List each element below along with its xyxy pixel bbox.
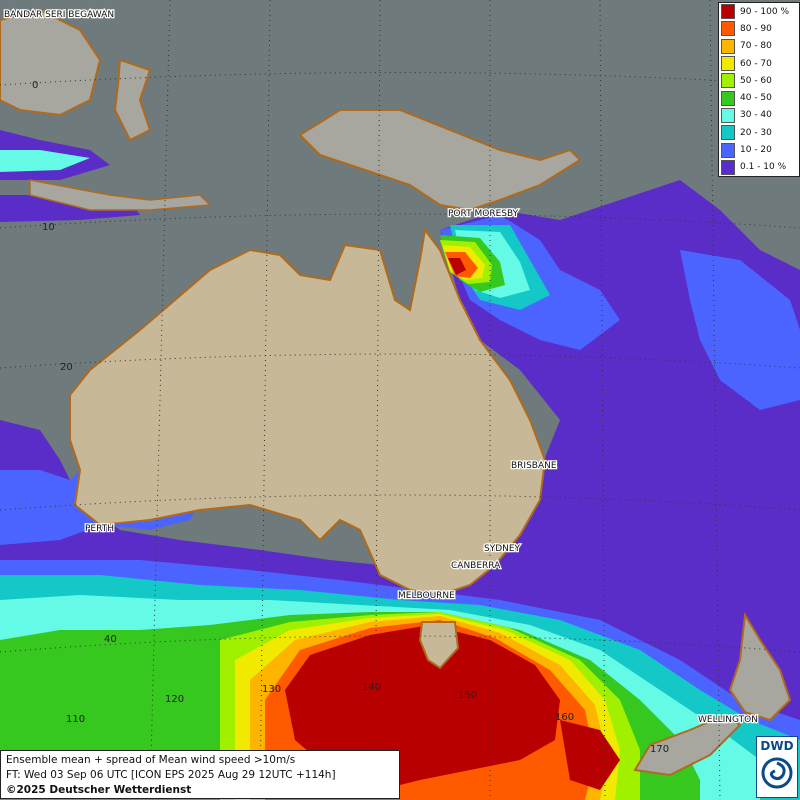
city-wellington: WELLINGTON [698,715,758,725]
lon-label-120: 120 [165,694,184,705]
legend-row: 60 - 70 [719,55,799,72]
lat-label-20: 20 [60,362,73,373]
legend-swatch [721,73,735,89]
tasmania-land [418,621,460,670]
lon-line-130 [259,0,271,800]
legend-swatch [721,159,735,175]
lat-label-10: 10 [42,222,55,233]
cities: BANDAR SERI BEGAWAN PORT MORESBY BRISBAN… [3,9,759,727]
legend-swatch [721,125,735,141]
legend-swatch [721,107,735,123]
city-melbourne: MELBOURNE [398,591,455,601]
legend-swatch [721,21,735,37]
grid-labels: 0 10 20 40 110 120 130 140 150 160 170 [32,80,669,755]
field-90-100 [285,625,560,790]
new-guinea-land [298,109,582,212]
lesser-sunda-land [29,179,212,211]
legend-label: 10 - 20 [740,145,772,156]
australia-land [69,227,547,597]
lon-line-140 [374,0,381,800]
legend-row: 10 - 20 [719,141,799,158]
legend-swatch [721,4,735,20]
nz-north-land [728,611,792,722]
lat-line-10 [0,213,800,229]
city-port-moresby: PORT MORESBY [448,209,519,219]
lat-line-20 [0,353,800,369]
lat-line-40 [0,635,800,653]
lat-line-30 [0,494,800,511]
legend-label: 80 - 90 [740,23,772,34]
legend-label: 20 - 30 [740,127,772,138]
legend: 90 - 100 % 80 - 90 70 - 80 60 - 70 50 - 60 40… [718,2,800,177]
legend-label: 30 - 40 [740,110,772,121]
legend-label: 0.1 - 10 % [740,162,787,173]
lon-label-150: 150 [458,690,477,701]
copyright-text: ©2025 Deutscher Wetterdienst [6,784,192,796]
lon-line-160 [599,0,606,800]
city-bandar-seri-begawan: BANDAR SERI BEGAWAN [4,10,114,20]
dwd-logo: DWD [756,736,798,798]
legend-label: 90 - 100 % [740,6,790,17]
legend-row: 70 - 80 [719,38,799,55]
lon-label-140: 140 [362,682,381,693]
legend-label: 60 - 70 [740,58,772,69]
land [0,8,792,777]
legend-label: 50 - 60 [740,75,772,86]
city-brisbane: BRISBANE [511,461,557,471]
lon-line-120 [149,0,171,800]
legend-row: 30 - 40 [719,107,799,124]
legend-swatch [721,142,735,158]
field-30-40-c [0,150,90,172]
lat-label-40: 40 [104,634,117,645]
lon-label-110: 110 [66,714,85,725]
lon-label-130: 130 [262,684,281,695]
legend-row: 0.1 - 10 % [719,159,799,176]
legend-row: 40 - 50 [719,89,799,106]
borneo-land [0,8,102,117]
probability-field [0,130,800,800]
city-canberra: CANBERRA [451,561,501,571]
legend-swatch [721,90,735,106]
field-10-20-d [680,250,800,410]
legend-row: 20 - 30 [719,124,799,141]
legend-label: 40 - 50 [740,93,772,104]
city-sydney: SYDNEY [484,544,521,554]
dwd-logo-text: DWD [760,739,794,753]
nz-south-land [633,713,742,777]
legend-swatch [721,38,735,54]
legend-row: 80 - 90 [719,20,799,37]
legend-swatch [721,56,735,72]
legend-label: 70 - 80 [740,41,772,52]
legend-row: 90 - 100 % [719,3,799,20]
forecast-time-text: FT: Wed 03 Sep 06 UTC [ICON EPS 2025 Aug… [6,769,336,781]
field-90-100-c [560,720,620,790]
lon-label-160: 160 [555,712,574,723]
lat-label-0: 0 [32,80,38,91]
legend-row: 50 - 60 [719,72,799,89]
info-box: Ensemble mean + spread of Mean wind spee… [0,750,400,799]
sulawesi-land [113,58,152,142]
lon-line-170 [709,0,721,800]
field-90-100-b [448,258,466,275]
dwd-swirl-icon [761,757,793,789]
lon-label-170: 170 [650,744,669,755]
lat-line-0 [0,72,800,86]
title-text: Ensemble mean + spread of Mean wind spee… [6,754,296,766]
city-perth: PERTH [85,524,114,534]
